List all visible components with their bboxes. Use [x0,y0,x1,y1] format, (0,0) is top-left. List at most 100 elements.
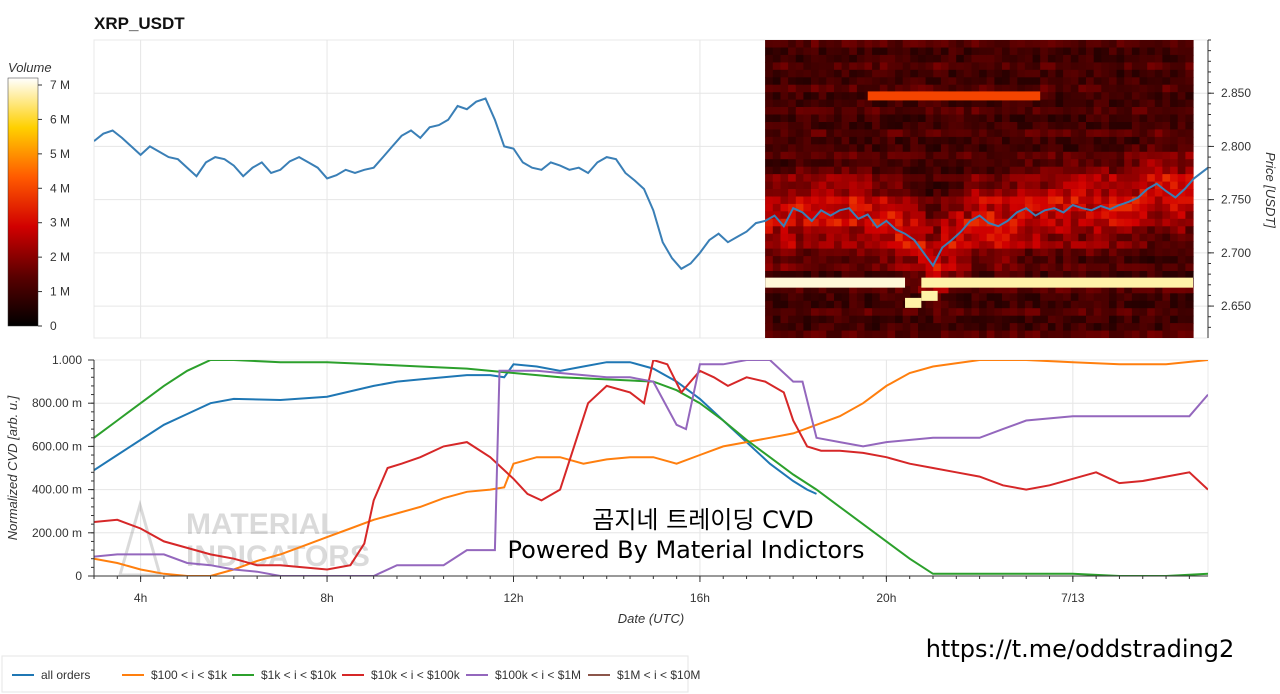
heatmap-cell [1040,300,1049,309]
heatmap-cell [834,69,843,78]
heatmap-cell [971,323,980,332]
heatmap-cell [1177,144,1186,153]
heatmap-cell [986,323,995,332]
heatmap-cell [1170,203,1179,212]
heatmap-cell [872,233,881,242]
heatmap-cell [948,54,957,63]
heatmap-cell [1063,293,1072,302]
heatmap-cell [986,203,995,212]
heatmap-cell [826,129,835,138]
heatmap-cell [979,241,988,250]
heatmap-cell [811,136,820,145]
heatmap-cell [765,129,774,138]
heatmap-cell [872,226,881,235]
heatmap-cell [795,248,804,257]
heatmap-cell [811,300,820,309]
heatmap-cell [1154,62,1163,71]
heatmap-cell [948,256,957,265]
heatmap-cell [1040,181,1049,190]
heatmap-cell [879,174,888,183]
heatmap-cell [1139,84,1148,93]
heatmap-cell [864,248,873,257]
heatmap-cell [1040,47,1049,56]
heatmap-cell [1070,114,1079,123]
heatmap-cell [1124,293,1133,302]
heatmap-cell [1170,263,1179,272]
heatmap-cell [963,84,972,93]
heatmap-cell [864,218,873,227]
heatmap-cell [895,271,904,280]
heatmap-cell [841,92,850,101]
heatmap-cell [1086,308,1095,317]
heatmap-cell [1101,323,1110,332]
heatmap-cell [948,271,957,280]
heatmap-cell [1170,330,1179,338]
heatmap-cell [780,285,789,294]
heatmap-cell [1109,92,1118,101]
heatmap-cell [826,99,835,108]
heatmap-cell [1139,40,1148,49]
heatmap-cell [948,69,957,78]
heatmap-cell [834,323,843,332]
telegram-url[interactable]: https://t.me/oddstrading2 [926,635,1235,663]
heatmap-cell [834,263,843,272]
heatmap-cell [1086,256,1095,265]
heatmap-cell [872,174,881,183]
heatmap-cell [1093,330,1102,338]
heatmap-cell [849,218,858,227]
heatmap-cell [826,285,835,294]
heatmap-cell [834,136,843,145]
heatmap-cell [979,107,988,116]
heatmap-cell [1070,69,1079,78]
heatmap-cell [925,300,934,309]
heatmap-cell [994,189,1003,198]
heatmap-cell [956,323,965,332]
heatmap-cell [1032,62,1041,71]
heatmap-cell [1070,293,1079,302]
heatmap-cell [940,263,950,272]
heatmap-cell [963,285,972,294]
heatmap-cell [795,218,804,227]
heatmap-cell [1124,263,1133,272]
heatmap-cell [963,136,972,145]
heatmap-cell [1124,300,1133,309]
heatmap-cell [1170,315,1179,324]
heatmap-cell [1093,181,1102,190]
heatmap-cell [1170,233,1179,242]
heatmap-cell [1002,263,1011,272]
heatmap-cell [1170,62,1179,71]
heatmap-cell [963,203,972,212]
heatmap-cell [1116,226,1125,235]
heatmap-cell [803,241,812,250]
heatmap-cell [1101,196,1110,205]
heatmap-cell [887,84,896,93]
heatmap-cell [795,308,804,317]
heatmap-cell [818,62,827,71]
heatmap-cell [1078,114,1087,123]
heatmap-cell [1101,263,1110,272]
heatmap-cell [780,69,789,78]
heatmap-cell [918,99,927,108]
heatmap-cell [1002,69,1011,78]
heatmap-cell [925,218,934,227]
heatmap-cell [780,196,789,205]
heatmap-cell [1162,40,1171,49]
heatmap-cell [895,54,904,63]
heatmap-cell [1101,69,1110,78]
heatmap-cell [902,62,911,71]
heatmap-cell [811,330,820,338]
heatmap-cell [1101,330,1110,338]
heatmap-cell [1116,166,1125,175]
heatmap-cell [1070,211,1079,220]
heatmap-cell [1162,62,1171,71]
heatmap-cell [1154,196,1163,205]
heatmap-cell [1055,40,1064,49]
heatmap-cell [1177,92,1186,101]
heatmap-cell [1086,107,1095,116]
heatmap-cell [1185,330,1194,338]
heatmap-cell [1093,196,1102,205]
heatmap-cell [856,293,866,302]
heatmap-cell [948,136,957,145]
heatmap-cell [864,166,873,175]
heatmap-cell [994,293,1003,302]
